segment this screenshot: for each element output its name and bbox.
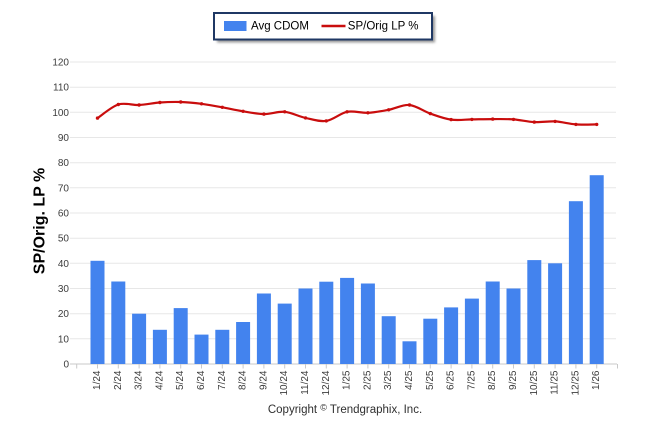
svg-text:12/24: 12/24 <box>321 370 332 395</box>
svg-text:30: 30 <box>58 284 70 295</box>
svg-text:80: 80 <box>58 158 70 169</box>
svg-text:50: 50 <box>58 234 70 245</box>
svg-text:120: 120 <box>52 58 69 69</box>
svg-text:5/25: 5/25 <box>425 370 436 390</box>
svg-text:20: 20 <box>58 309 70 320</box>
svg-text:1/25: 1/25 <box>342 370 353 390</box>
svg-text:110: 110 <box>53 83 69 94</box>
svg-text:1/26: 1/26 <box>591 370 602 390</box>
svg-text:8/25: 8/25 <box>487 370 498 390</box>
svg-text:3/24: 3/24 <box>134 370 145 390</box>
svg-text:1/24: 1/24 <box>92 370 103 390</box>
svg-text:12/25: 12/25 <box>570 370 581 395</box>
svg-text:7/24: 7/24 <box>217 370 228 390</box>
svg-text:10/24: 10/24 <box>279 370 290 395</box>
svg-text:SP/Orig LP %: SP/Orig LP % <box>348 21 419 33</box>
svg-text:4/25: 4/25 <box>404 370 415 390</box>
svg-text:SP/Orig. LP %: SP/Orig. LP % <box>32 168 49 274</box>
svg-text:9/24: 9/24 <box>258 370 269 390</box>
svg-text:60: 60 <box>58 209 70 220</box>
svg-text:Avg CDOM: Avg CDOM <box>251 21 309 33</box>
svg-text:10: 10 <box>58 334 70 345</box>
svg-text:4/24: 4/24 <box>154 370 165 390</box>
svg-text:11/25: 11/25 <box>550 370 561 395</box>
svg-text:90: 90 <box>58 133 70 144</box>
svg-text:2/25: 2/25 <box>362 370 373 390</box>
svg-text:6/24: 6/24 <box>196 370 207 390</box>
svg-text:7/25: 7/25 <box>466 370 477 390</box>
svg-text:9/25: 9/25 <box>508 370 519 390</box>
svg-text:6/25: 6/25 <box>446 370 457 390</box>
svg-text:8/24: 8/24 <box>238 370 249 390</box>
svg-text:5/24: 5/24 <box>175 370 186 390</box>
svg-text:Copyright © Trendgraphix, Inc.: Copyright © Trendgraphix, Inc. <box>268 403 422 417</box>
svg-text:2/24: 2/24 <box>113 370 124 390</box>
svg-text:0: 0 <box>63 360 69 371</box>
svg-text:70: 70 <box>58 183 70 194</box>
svg-text:40: 40 <box>58 259 70 270</box>
svg-text:11/24: 11/24 <box>300 370 311 395</box>
svg-text:3/25: 3/25 <box>383 370 394 390</box>
svg-text:10/25: 10/25 <box>529 370 540 395</box>
svg-text:100: 100 <box>52 108 69 119</box>
